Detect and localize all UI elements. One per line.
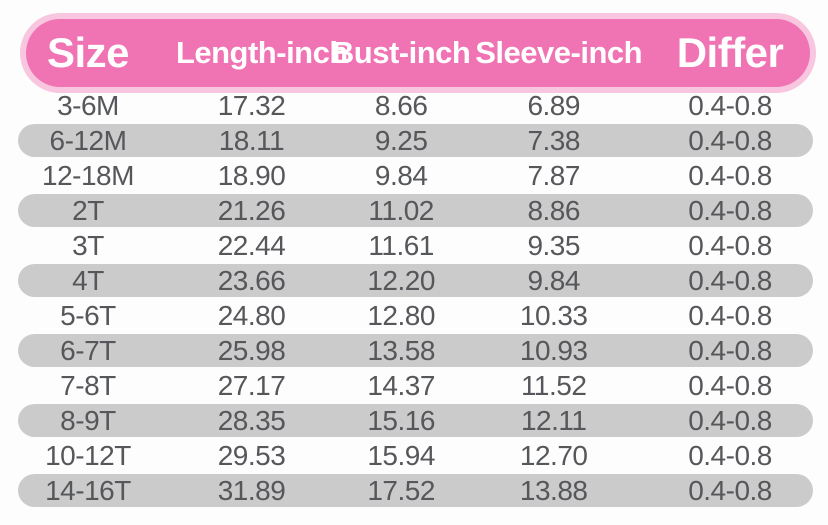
table-row: 3T 22.44 11.61 9.35 0.4-0.8	[0, 228, 828, 263]
cell-length: 29.53	[217, 440, 286, 471]
cell-length: 17.32	[217, 90, 286, 121]
column-header-bust: Bust-inch	[331, 35, 471, 70]
cell-sleeve: 13.88	[519, 475, 588, 506]
row-stripe-background	[18, 404, 813, 437]
cell-bust: 12.20	[367, 265, 435, 296]
cell-differ: 0.4-0.8	[688, 125, 772, 156]
cell-length: 18.11	[218, 125, 285, 156]
header-row: Size Length-inch Bust-inch Sleeve-inch D…	[0, 19, 828, 87]
cell-length: 24.80	[217, 300, 286, 331]
cell-length: 21.26	[217, 195, 286, 226]
cell-size: 3T	[72, 230, 104, 261]
cell-sleeve: 11.52	[520, 370, 587, 401]
cell-differ: 0.4-0.8	[688, 265, 772, 296]
cell-differ: 0.4-0.8	[688, 195, 772, 226]
column-header-differ: Differ	[676, 29, 784, 76]
cell-bust: 15.16	[367, 405, 435, 436]
table-row: 7-8T 27.17 14.37 11.52 0.4-0.8	[0, 368, 828, 403]
cell-differ: 0.4-0.8	[688, 230, 772, 261]
cell-length: 31.89	[217, 475, 286, 506]
table-row: 6-7T 25.98 13.58 10.93 0.4-0.8	[0, 333, 828, 368]
table-row: 14-16T 31.89 17.52 13.88 0.4-0.8	[0, 473, 828, 508]
cell-bust: 8.66	[374, 90, 428, 121]
cell-sleeve: 10.93	[519, 335, 588, 366]
row-stripe-background	[18, 264, 813, 297]
cell-sleeve: 9.35	[527, 230, 580, 261]
row-stripe-background	[18, 334, 813, 367]
header-pill-background	[26, 19, 810, 87]
column-header-size: Size	[46, 29, 130, 76]
cell-length: 25.98	[217, 335, 286, 366]
cell-differ: 0.4-0.8	[688, 405, 772, 436]
cell-length: 18.90	[217, 160, 286, 191]
table-row: 4T 23.66 12.20 9.84 0.4-0.8	[0, 263, 828, 298]
cell-length: 23.66	[217, 265, 286, 296]
cell-sleeve: 7.87	[527, 160, 580, 191]
cell-differ: 0.4-0.8	[688, 300, 772, 331]
cell-size: 4T	[72, 265, 104, 296]
cell-bust: 11.02	[368, 195, 434, 226]
cell-differ: 0.4-0.8	[688, 370, 772, 401]
cell-length: 27.17	[217, 370, 286, 401]
table-body: 3-6M 17.32 8.66 6.89 0.4-0.8 6-12M 18.11…	[0, 88, 828, 508]
cell-size: 6-7T	[60, 335, 116, 366]
cell-size: 6-12M	[49, 125, 127, 156]
cell-size: 10-12T	[45, 440, 131, 471]
row-stripe-background	[18, 194, 813, 227]
cell-size: 14-16T	[45, 475, 131, 506]
cell-bust: 15.94	[367, 440, 435, 471]
table-row: 10-12T 29.53 15.94 12.70 0.4-0.8	[0, 438, 828, 473]
table-row: 12-18M 18.90 9.84 7.87 0.4-0.8	[0, 158, 828, 193]
column-header-length: Length-inch	[175, 35, 348, 70]
table-row: 6-12M 18.11 9.25 7.38 0.4-0.8	[0, 123, 828, 158]
cell-length: 28.35	[217, 405, 286, 436]
cell-sleeve: 6.89	[527, 90, 580, 121]
cell-sleeve: 12.70	[519, 440, 588, 471]
cell-bust: 17.52	[367, 475, 435, 506]
cell-differ: 0.4-0.8	[688, 160, 772, 191]
cell-bust: 12.80	[367, 300, 435, 331]
cell-bust: 9.25	[374, 125, 428, 156]
table-row: 3-6M 17.32 8.66 6.89 0.4-0.8	[0, 88, 828, 123]
cell-bust: 9.84	[374, 160, 428, 191]
cell-bust: 11.61	[368, 230, 434, 261]
cell-size: 7-8T	[60, 370, 116, 401]
cell-differ: 0.4-0.8	[688, 475, 772, 506]
cell-size: 2T	[72, 195, 104, 226]
cell-sleeve: 9.84	[527, 265, 580, 296]
cell-bust: 13.58	[367, 335, 435, 366]
table-row: 8-9T 28.35 15.16 12.11 0.4-0.8	[0, 403, 828, 438]
cell-differ: 0.4-0.8	[688, 90, 772, 121]
cell-sleeve: 12.11	[520, 405, 587, 436]
cell-sleeve: 10.33	[519, 300, 588, 331]
cell-size: 12-18M	[42, 160, 134, 191]
row-stripe-background	[18, 124, 813, 157]
cell-size: 3-6M	[57, 90, 119, 121]
cell-sleeve: 7.38	[527, 125, 580, 156]
cell-differ: 0.4-0.8	[688, 440, 772, 471]
cell-size: 8-9T	[60, 405, 116, 436]
cell-length: 22.44	[217, 230, 286, 261]
cell-differ: 0.4-0.8	[688, 335, 772, 366]
cell-bust: 14.37	[367, 370, 435, 401]
table-row: 2T 21.26 11.02 8.86 0.4-0.8	[0, 193, 828, 228]
table-row: 5-6T 24.80 12.80 10.33 0.4-0.8	[0, 298, 828, 333]
column-header-sleeve: Sleeve-inch	[475, 35, 643, 70]
cell-size: 5-6T	[60, 300, 116, 331]
row-stripe-background	[18, 474, 813, 507]
cell-sleeve: 8.86	[527, 195, 580, 226]
